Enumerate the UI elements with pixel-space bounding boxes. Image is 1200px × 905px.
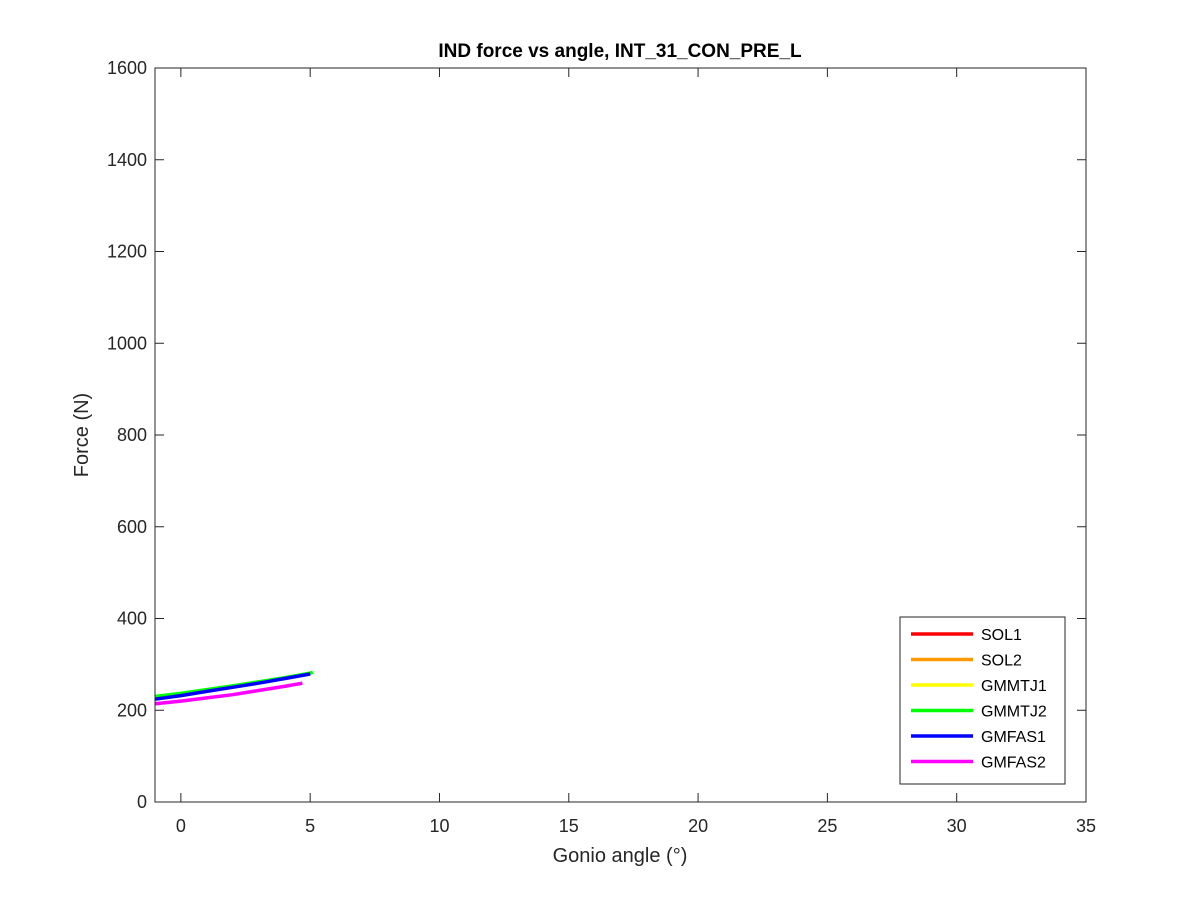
axis-ticks: 0 5 10 15 20 25 30 35 0 200 400 600 800 1000 1200 1400 1… bbox=[107, 58, 1096, 836]
legend-label: GMFAS1 bbox=[981, 729, 1046, 746]
chart-title: IND force vs angle, INT_31_CON_PRE_L bbox=[438, 41, 802, 62]
y-tick-label: 1600 bbox=[107, 58, 147, 78]
x-tick-label: 25 bbox=[817, 816, 837, 836]
x-tick-label: 35 bbox=[1076, 816, 1096, 836]
y-tick-label: 200 bbox=[117, 700, 147, 720]
x-axis-label: Gonio angle (°) bbox=[553, 845, 688, 867]
legend: SOL1 SOL2 GMMTJ1 GMMTJ2 GMFAS1 GMFAS2 bbox=[899, 616, 1066, 785]
y-tick-label: 1000 bbox=[107, 333, 147, 353]
y-tick-label: 400 bbox=[117, 609, 147, 629]
legend-label: GMFAS2 bbox=[981, 755, 1046, 772]
x-tick-label: 15 bbox=[559, 816, 579, 836]
y-tick-label: 1400 bbox=[107, 150, 147, 170]
legend-label: SOL2 bbox=[981, 653, 1022, 670]
series-line-gmfas1 bbox=[154, 672, 311, 701]
x-tick-label: 10 bbox=[429, 816, 449, 836]
y-tick-label: 0 bbox=[137, 792, 147, 812]
legend-label: GMMTJ2 bbox=[981, 704, 1047, 721]
y-tick-label: 600 bbox=[117, 517, 147, 537]
x-tick-label: 30 bbox=[947, 816, 967, 836]
x-tick-label: 20 bbox=[688, 816, 708, 836]
y-tick-label: 800 bbox=[117, 425, 147, 445]
series-line-gmfas2 bbox=[154, 681, 303, 706]
y-tick-label: 1200 bbox=[107, 242, 147, 262]
legend-label: GMMTJ1 bbox=[981, 678, 1047, 695]
x-tick-label: 5 bbox=[305, 816, 315, 836]
legend-label: SOL1 bbox=[981, 627, 1022, 644]
x-tick-label: 0 bbox=[176, 816, 186, 836]
series-lines bbox=[154, 670, 314, 706]
y-axis-label: Force (N) bbox=[71, 393, 93, 477]
legend-box bbox=[899, 616, 1066, 785]
